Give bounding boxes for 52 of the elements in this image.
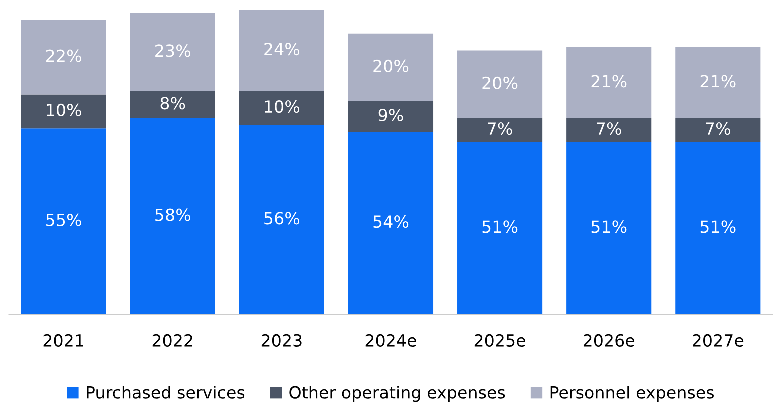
legend-label: Personnel expenses bbox=[550, 386, 714, 402]
data-label: 9% bbox=[378, 108, 404, 122]
data-label: 10% bbox=[265, 100, 300, 114]
data-label: 23% bbox=[156, 44, 190, 58]
data-label: 20% bbox=[482, 76, 518, 90]
data-label: 51% bbox=[482, 220, 518, 234]
data-label: 7% bbox=[706, 122, 730, 136]
bar bbox=[348, 102, 434, 132]
bar bbox=[21, 20, 106, 95]
bar bbox=[566, 118, 652, 142]
bar bbox=[458, 50, 543, 118]
data-label: 21% bbox=[700, 75, 736, 88]
bar bbox=[21, 94, 106, 129]
bar bbox=[239, 125, 324, 315]
data-label: 7% bbox=[488, 122, 512, 136]
bar bbox=[130, 14, 216, 92]
bar bbox=[676, 142, 761, 315]
x-tick-label: 2024e bbox=[366, 334, 416, 347]
legend-label: Purchased services bbox=[87, 386, 245, 399]
data-label: 55% bbox=[46, 214, 82, 226]
bar bbox=[566, 47, 652, 118]
data-label: 54% bbox=[374, 216, 409, 228]
data-label: 7% bbox=[597, 122, 622, 136]
bar bbox=[676, 118, 761, 142]
data-label: 51% bbox=[700, 220, 736, 234]
bar bbox=[130, 91, 216, 118]
bar bbox=[239, 10, 324, 92]
x-tick-label: 2027e bbox=[693, 334, 744, 347]
bar bbox=[21, 128, 106, 315]
x-tick-label: 2025e bbox=[474, 334, 526, 347]
x-tick-label: 2023 bbox=[262, 334, 302, 347]
data-label: 56% bbox=[264, 212, 300, 225]
bar bbox=[239, 91, 324, 126]
bar bbox=[458, 118, 543, 142]
legend-label: Other operating expenses bbox=[290, 386, 506, 402]
bar bbox=[130, 118, 216, 315]
bar bbox=[348, 132, 434, 315]
data-label: 22% bbox=[46, 50, 82, 62]
bar bbox=[676, 47, 761, 118]
data-label: 58% bbox=[156, 208, 190, 222]
x-tick-label: 2022 bbox=[152, 334, 192, 347]
bar bbox=[458, 142, 543, 315]
bar bbox=[566, 142, 652, 315]
data-label: 21% bbox=[592, 75, 627, 88]
data-label: 8% bbox=[160, 97, 186, 110]
data-label: 24% bbox=[264, 42, 300, 56]
data-label: 51% bbox=[592, 220, 627, 234]
x-tick-label: 2026e bbox=[584, 334, 635, 347]
data-label: 10% bbox=[47, 104, 82, 116]
x-tick-label: 2021 bbox=[44, 334, 84, 347]
bar bbox=[348, 34, 434, 102]
data-label: 20% bbox=[374, 60, 409, 73]
